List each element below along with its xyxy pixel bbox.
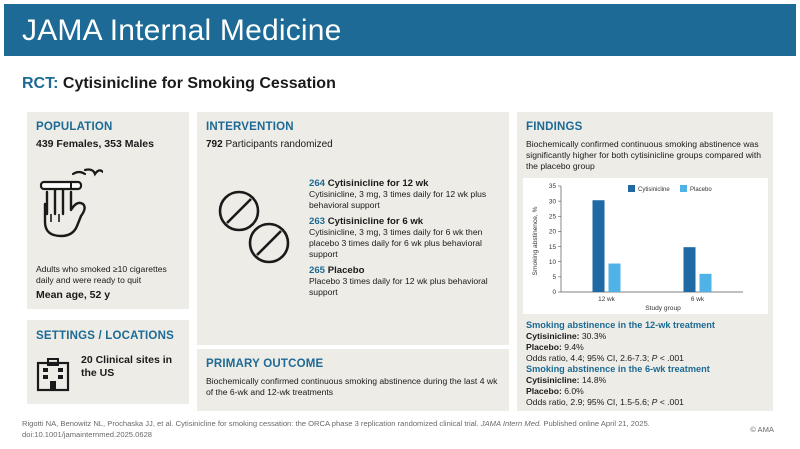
settings-summary: 20 Clinical sites in the US xyxy=(81,354,173,379)
legend-label: Cytisinicline xyxy=(638,187,670,193)
primary-outcome-panel: PRIMARY OUTCOME Biochemically confirmed … xyxy=(197,349,509,411)
primary-outcome-text: Biochemically confirmed continuous smoki… xyxy=(206,376,498,397)
y-tick-label: 35 xyxy=(549,183,557,190)
arm-name: Placebo xyxy=(327,265,365,276)
placebo-label: Placebo: xyxy=(526,386,562,396)
cytisinicline-label: Cytisinicline: xyxy=(526,375,580,385)
result-block: Smoking abstinence in the 12-wk treatmen… xyxy=(526,320,771,364)
findings-panel: FINDINGS Biochemically confirmed continu… xyxy=(517,112,773,411)
result-heading: Smoking abstinence in the 12-wk treatmen… xyxy=(526,320,715,330)
population-mean-age: Mean age, 52 y xyxy=(36,289,111,301)
arm-detail: Cytisinicline, 3 mg, 3 times daily for 1… xyxy=(309,189,487,210)
arm-name: Cytisinicline for 12 wk xyxy=(327,178,429,189)
cytisinicline-label: Cytisinicline: xyxy=(526,331,580,341)
bar-cytisinicline-12-wk xyxy=(592,200,605,292)
population-panel: POPULATION 439 Females, 353 Males Adults… xyxy=(27,112,189,309)
findings-heading: FINDINGS xyxy=(526,121,583,133)
placebo-value: 9.4% xyxy=(564,342,584,352)
arm-detail: Cytisinicline, 3 mg, 3 times daily for 6… xyxy=(309,227,483,259)
building-icon xyxy=(36,358,70,392)
abstinence-bar-chart: Smoking abstinence, % Study group Cytisi… xyxy=(523,178,768,314)
placebo-value: 6.0% xyxy=(564,386,584,396)
population-summary: 439 Females, 353 Males xyxy=(36,138,154,150)
bar-cytisinicline-6-wk xyxy=(683,247,696,292)
y-tick-label: 5 xyxy=(552,274,556,281)
odds-ratio: Odds ratio, 2.9; 95% CI, 1.5-5.6; P < .0… xyxy=(526,397,684,407)
result-heading: Smoking abstinence in the 6-wk treatment xyxy=(526,364,710,374)
x-axis-label: Study group xyxy=(645,305,681,312)
citation-published: Published online April 21, 2025. xyxy=(541,419,650,428)
bar-placebo-6-wk xyxy=(699,273,712,292)
y-tick-label: 25 xyxy=(549,213,557,220)
study-title: RCT: Cytisinicline for Smoking Cessation xyxy=(22,75,336,93)
population-description: Adults who smoked ≥10 cigarettes daily a… xyxy=(36,264,167,285)
arm-detail: Placebo 3 times daily for 12 wk plus beh… xyxy=(309,276,488,297)
settings-panel: SETTINGS / LOCATIONS 20 Clinical sites i… xyxy=(27,320,189,404)
citation: Rigotti NA, Benowitz NL, Prochaska JJ, e… xyxy=(22,418,742,440)
population-heading: POPULATION xyxy=(36,121,113,133)
legend-label: Placebo xyxy=(690,187,712,193)
arm-count: 263 xyxy=(309,216,326,227)
citation-text: Rigotti NA, Benowitz NL, Prochaska JJ, e… xyxy=(22,419,481,428)
y-tick-label: 10 xyxy=(549,259,557,266)
citation-journal: JAMA Intern Med. xyxy=(480,419,542,428)
citation-doi: doi:10.1001/jamainternmed.2025.0628 xyxy=(22,430,153,439)
arm-count: 264 xyxy=(309,178,326,189)
cytisinicline-value: 14.8% xyxy=(581,375,607,385)
intervention-panel: INTERVENTION 792 Participants randomized… xyxy=(197,112,509,345)
cytisinicline-value: 30.3% xyxy=(581,331,607,341)
arm-item: 263 Cytisinicline for 6 wk Cytisinicline… xyxy=(309,216,504,260)
chart-plot-area: 0 5 10 15 20 25 30 35 12 wk 6 wk xyxy=(549,183,743,303)
chart-background xyxy=(523,178,768,314)
chart-legend: Cytisinicline Placebo xyxy=(628,185,712,193)
intervention-heading: INTERVENTION xyxy=(206,121,294,133)
x-tick-label: 12 wk xyxy=(598,296,615,303)
odds-ratio: Odds ratio, 4.4; 95% CI, 2.6-7.3; P < .0… xyxy=(526,353,684,363)
randomized-line: 792 Participants randomized xyxy=(206,139,333,150)
study-title-text: Cytisinicline for Smoking Cessation xyxy=(62,75,336,92)
hand-cigarette-icon xyxy=(39,168,103,238)
settings-heading: SETTINGS / LOCATIONS xyxy=(36,330,174,342)
placebo-label: Placebo: xyxy=(526,342,562,352)
y-tick-label: 20 xyxy=(549,229,557,236)
arm-item: 264 Cytisinicline for 12 wk Cytisiniclin… xyxy=(309,178,504,211)
bar-placebo-12-wk xyxy=(608,263,621,292)
legend-swatch xyxy=(680,185,687,192)
primary-outcome-heading: PRIMARY OUTCOME xyxy=(206,358,324,370)
randomized-text: Participants randomized xyxy=(225,139,333,150)
findings-text: Biochemically confirmed continuous smoki… xyxy=(526,139,762,171)
study-type-tag: RCT: xyxy=(22,75,59,92)
arm-name: Cytisinicline for 6 wk xyxy=(327,216,424,227)
result-block: Smoking abstinence in the 6-wk treatment… xyxy=(526,364,771,408)
randomized-count: 792 xyxy=(206,139,223,150)
y-tick-label: 30 xyxy=(549,198,557,205)
journal-title: JAMA Internal Medicine xyxy=(22,14,342,47)
y-axis-label: Smoking abstinence, % xyxy=(532,206,539,275)
arm-item: 265 Placebo Placebo 3 times daily for 12… xyxy=(309,265,504,298)
journal-header: JAMA Internal Medicine xyxy=(4,4,796,56)
copyright: © AMA xyxy=(750,425,774,434)
y-tick-label: 0 xyxy=(552,289,556,296)
x-tick-label: 6 wk xyxy=(691,296,705,303)
arm-count: 265 xyxy=(309,265,326,276)
y-tick-label: 15 xyxy=(549,244,557,251)
pill-icon xyxy=(218,190,290,264)
legend-swatch xyxy=(628,185,635,192)
